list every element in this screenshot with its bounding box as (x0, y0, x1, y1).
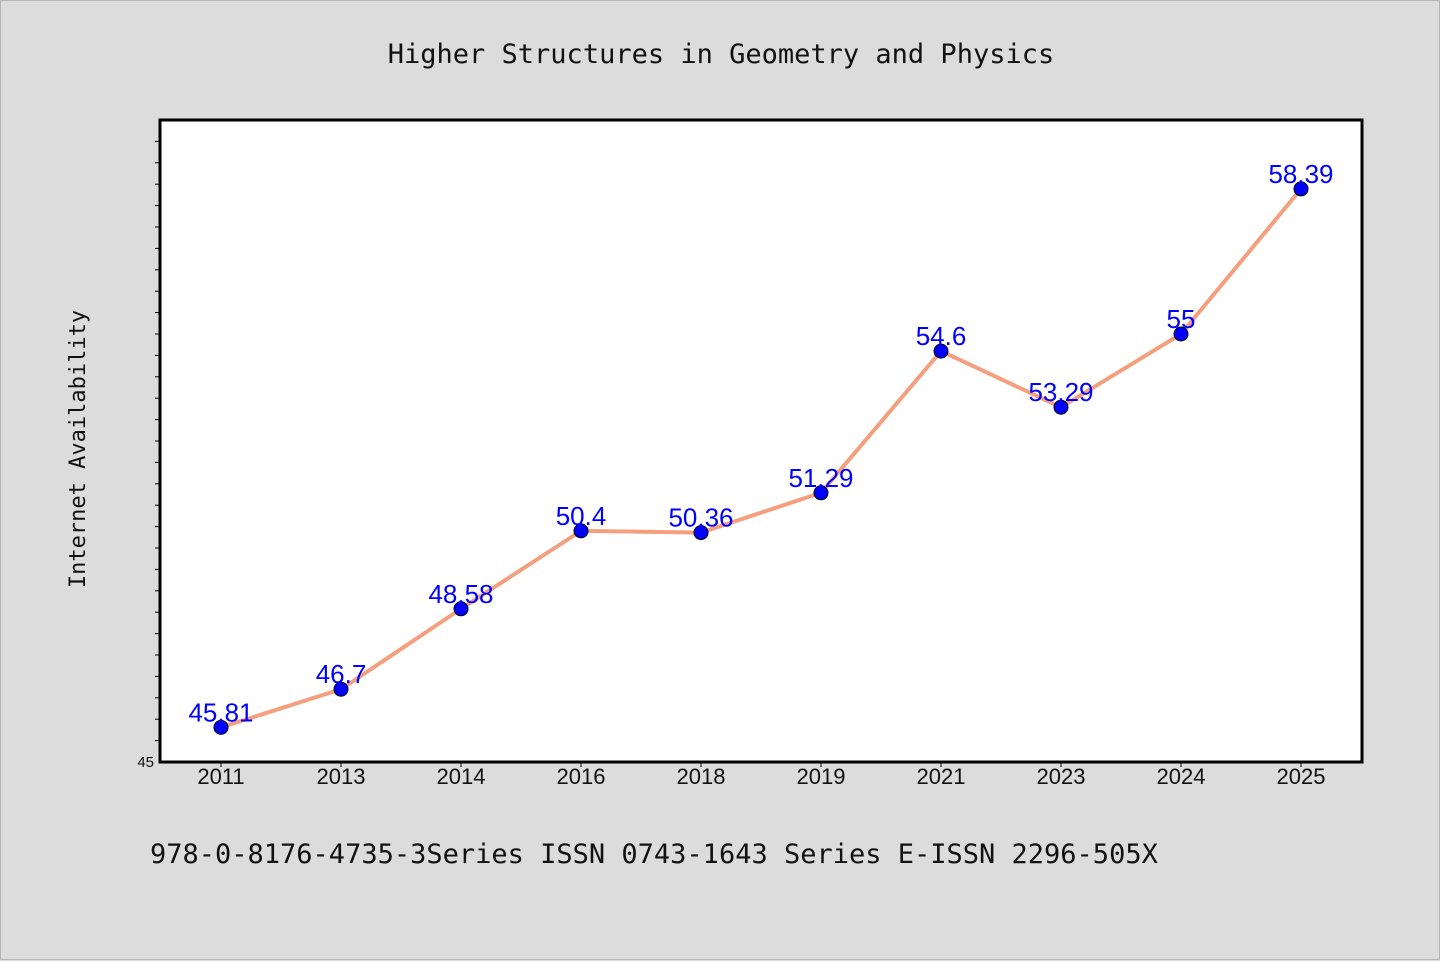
data-point-marker (1173, 326, 1189, 342)
data-point-marker (933, 343, 949, 359)
data-point-marker (813, 485, 829, 501)
data-point-marker (1293, 181, 1309, 197)
chart-title: Higher Structures in Geometry and Physic… (388, 39, 1054, 70)
y-axis-label: Internet Availability (66, 310, 91, 588)
data-label: 46.7 (316, 659, 367, 689)
x-tick-label: 2014 (437, 764, 486, 789)
x-tick-label: 2023 (1037, 764, 1086, 789)
data-point-marker (453, 601, 469, 617)
x-tick-label: 2024 (1157, 764, 1206, 789)
series-line (220, 187, 1303, 730)
x-tick-label: 2019 (797, 764, 846, 789)
isbn-footer-text: 978-0-8176-4735-3Series ISSN 0743-1643 S… (150, 839, 1158, 870)
x-tick-label: 2016 (557, 764, 606, 789)
data-label: 55 (1167, 304, 1196, 334)
x-tick-label: 2013 (317, 764, 366, 789)
y-tick-label: 45 (137, 754, 154, 771)
data-label: 50.4 (556, 501, 607, 531)
data-label-layer: 45.81 46.7 48.58 50.4 50.36 51.29 54.6 53.29 55 5… (188, 159, 1333, 727)
x-tick-label: 2011 (197, 764, 244, 789)
data-label: 50.36 (668, 503, 733, 533)
x-axis-ticks: 2011 2013 2014 2016 2018 2019 2021 2023 2024 2025 (197, 762, 1325, 789)
x-tick-label: 2025 (1277, 764, 1326, 789)
data-label: 48.58 (428, 579, 493, 609)
series-layer (213, 181, 1309, 735)
data-label: 58.39 (1268, 159, 1333, 189)
data-label: 45.81 (188, 697, 253, 727)
y-axis-ticks: 45 (137, 140, 160, 771)
data-point-marker (573, 523, 589, 539)
x-tick-label: 2018 (677, 764, 726, 789)
data-label: 53.29 (1028, 377, 1093, 407)
plot-area (158, 118, 1364, 764)
x-tick-label: 2021 (917, 764, 966, 789)
data-point-marker (1053, 399, 1069, 415)
data-label: 51.29 (788, 463, 853, 493)
data-point-marker (693, 525, 709, 541)
data-point-marker (213, 719, 229, 735)
data-point-marker (333, 681, 349, 697)
data-label: 54.6 (916, 321, 967, 351)
